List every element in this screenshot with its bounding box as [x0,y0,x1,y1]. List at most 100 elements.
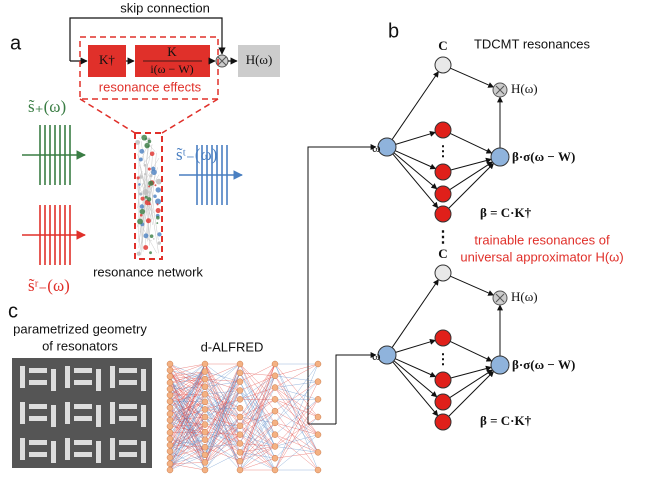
fraction-numerator: K [167,44,177,59]
panel-label: c [8,300,18,322]
neuron [237,458,243,464]
edge [394,361,437,397]
resonator-bar [119,368,137,373]
figure: a b c skip connection K† K i(ω − W) H(ω)… [0,0,647,477]
neuron [315,379,321,385]
neuron [272,455,278,461]
resonator [144,164,147,167]
resonance-node [435,394,451,410]
weight [275,364,318,376]
resonator [148,146,150,148]
note: trainable resonances of [474,232,610,247]
resonator-bar [74,380,92,385]
resonator-bar [20,402,25,424]
resonator-bar [51,405,56,427]
input-node [378,346,396,364]
neuron [167,373,173,379]
weight [240,458,275,470]
neuron [237,432,243,438]
neuron [315,467,321,473]
weight [275,423,318,435]
beta-label: β = C·K† [480,413,532,428]
resonator-bar [74,404,92,409]
note: universal approximator H(ω) [460,249,623,264]
resonator [158,241,161,244]
neuron [167,436,173,442]
resonator [137,219,143,225]
resonance-node [435,372,451,388]
resonator-bar [141,405,146,427]
resonator [148,167,151,170]
resonator-bar [74,416,92,421]
model-label: d-ALFRED [201,339,264,354]
weight [275,376,318,382]
resonator [157,203,159,205]
resonator-bar [119,380,137,385]
input-node [378,138,396,156]
neuron [272,396,278,402]
neuron [167,411,173,417]
resonator-bar [110,402,115,424]
neuron [272,420,278,426]
weight [240,364,275,417]
ellipsis: ⋮ [435,229,451,246]
output-label: H(ω) [511,289,538,304]
resonator [156,187,161,192]
resonator-bar [119,416,137,421]
activation-label: β·σ(ω − W) [512,149,575,164]
panel-label: b [388,20,399,42]
edge [450,68,493,87]
ellipsis: ⋮ [436,351,450,367]
neuron [167,448,173,454]
neuron [272,432,278,438]
resonator [153,238,155,240]
weight [205,391,240,433]
resonance-node [435,122,451,138]
c-node [435,265,451,281]
neuron [237,405,243,411]
neuron [202,414,208,420]
resonator-bar [51,441,56,463]
resonator [149,251,152,254]
c-label: C [438,246,447,261]
resonator-bar [141,441,146,463]
neuron [202,459,208,465]
resonator-bar [29,380,47,385]
resonator-bar [20,438,25,460]
edge [450,133,492,153]
neuron [237,449,243,455]
resonator-bar [74,368,92,373]
resonator [144,173,146,175]
edge [392,72,438,140]
resonator [154,184,156,186]
resonator [156,222,158,224]
weight [205,364,240,379]
neuron [167,442,173,448]
weight [240,452,275,470]
neuron [202,376,208,382]
neuron [202,444,208,450]
beta-label: β = C·K† [480,205,532,220]
resonator [143,245,148,250]
incident-wave: s̃₊(ω) [28,97,66,116]
resonator [153,194,157,198]
resonator [139,157,143,161]
neuron [202,399,208,405]
neuron [272,408,278,414]
resonator [157,232,161,236]
resonator [139,149,144,154]
weight [275,417,318,446]
resonator [144,143,150,149]
resonator-bar [29,404,47,409]
edge [392,280,438,348]
resonator [137,252,141,256]
neuron [202,467,208,473]
k-dagger: K† [99,52,115,67]
resonator-bar [65,402,70,424]
resonator [156,179,162,185]
neuron [315,432,321,438]
skip-label: skip connection [120,0,210,15]
weight [275,364,318,417]
edge [395,359,435,377]
neuron [167,398,173,404]
